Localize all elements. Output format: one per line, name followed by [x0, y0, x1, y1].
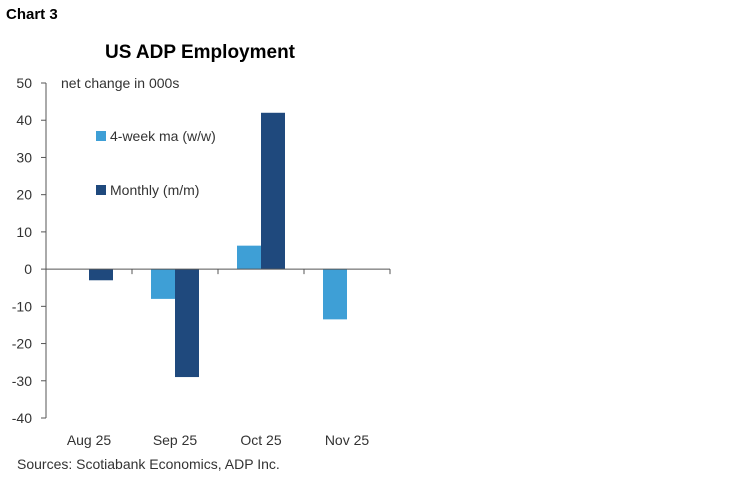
- y-tick-label: -10: [12, 298, 32, 314]
- x-category-label: Aug 25: [67, 432, 112, 448]
- x-category-label: Oct 25: [240, 432, 281, 448]
- y-tick-label: -30: [12, 373, 32, 389]
- legend-label-monthly: Monthly (m/m): [110, 182, 199, 198]
- y-tick-label: 50: [16, 75, 32, 91]
- x-axis: Aug 25 Sep 25 Oct 25 Nov 25: [45, 268, 391, 448]
- x-category-label: Sep 25: [153, 432, 198, 448]
- legend-label-weekly-ma: 4-week ma (w/w): [110, 128, 216, 144]
- y-tick-label: 0: [24, 261, 32, 277]
- chart-label: Chart 3: [6, 6, 58, 23]
- y-axis: 50 40 30 20 10 0 -10 -20 -30 -40: [12, 75, 47, 426]
- bar-monthly-sep-25: [175, 269, 199, 378]
- bar-weekly-ma-sep-25: [151, 269, 175, 299]
- y-tick-label: 40: [16, 112, 32, 128]
- bar-monthly-oct-25: [261, 112, 285, 270]
- legend: 4-week ma (w/w) Monthly (m/m): [96, 128, 216, 198]
- bar-monthly-aug-25: [89, 269, 113, 281]
- y-tick-label: 10: [16, 224, 32, 240]
- chart-title: US ADP Employment: [104, 42, 296, 63]
- y-tick-label: 20: [16, 187, 32, 203]
- y-tick-label: 30: [16, 149, 32, 165]
- y-tick-label: -40: [12, 410, 32, 426]
- y-axis-unit-label: net change in 000s: [61, 75, 179, 91]
- bar-weekly-ma-oct-25: [237, 245, 261, 270]
- bar-weekly-ma-nov-25: [323, 269, 347, 320]
- source-note: Sources: Scotiabank Economics, ADP Inc.: [17, 456, 280, 472]
- y-tick-label: -20: [12, 336, 32, 352]
- legend-swatch-weekly-ma: [96, 131, 106, 141]
- x-category-label: Nov 25: [325, 432, 370, 448]
- legend-swatch-monthly: [96, 185, 106, 195]
- bars: [65, 112, 347, 378]
